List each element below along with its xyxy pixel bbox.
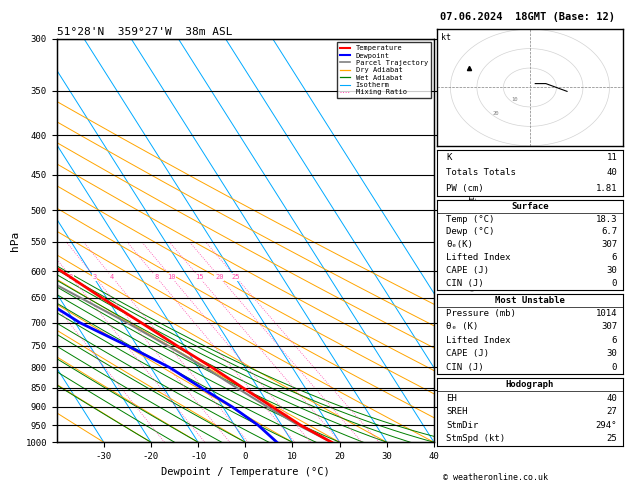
Text: 40: 40	[606, 168, 617, 177]
Text: Lifted Index: Lifted Index	[447, 253, 511, 262]
Text: Lifted Index: Lifted Index	[447, 336, 511, 345]
Text: 307: 307	[601, 240, 617, 249]
Text: 1014: 1014	[596, 309, 617, 318]
Text: CAPE (J): CAPE (J)	[447, 266, 489, 275]
Text: 30: 30	[606, 266, 617, 275]
Text: 0: 0	[612, 279, 617, 288]
Text: CIN (J): CIN (J)	[447, 363, 484, 372]
X-axis label: Dewpoint / Temperature (°C): Dewpoint / Temperature (°C)	[161, 467, 330, 477]
Text: θₑ(K): θₑ(K)	[447, 240, 473, 249]
Text: Hodograph: Hodograph	[506, 380, 554, 389]
Text: 18.3: 18.3	[596, 214, 617, 224]
Text: 3: 3	[92, 274, 97, 280]
Text: 1.81: 1.81	[596, 184, 617, 192]
Text: 20: 20	[215, 274, 224, 280]
Text: StmSpd (kt): StmSpd (kt)	[447, 434, 506, 443]
Text: 25: 25	[606, 434, 617, 443]
Text: CAPE (J): CAPE (J)	[447, 349, 489, 358]
Text: 307: 307	[601, 322, 617, 331]
Text: kt: kt	[441, 33, 451, 42]
Text: 11: 11	[606, 153, 617, 162]
Text: Dewp (°C): Dewp (°C)	[447, 227, 495, 236]
Text: 6.7: 6.7	[601, 227, 617, 236]
Y-axis label: hPa: hPa	[10, 230, 20, 251]
Text: Pressure (mb): Pressure (mb)	[447, 309, 516, 318]
Text: © weatheronline.co.uk: © weatheronline.co.uk	[443, 473, 548, 482]
Text: Surface: Surface	[511, 202, 548, 210]
Text: CIN (J): CIN (J)	[447, 279, 484, 288]
Text: Temp (°C): Temp (°C)	[447, 214, 495, 224]
Text: Most Unstable: Most Unstable	[495, 295, 565, 305]
Text: 10: 10	[167, 274, 175, 280]
Text: 6: 6	[612, 253, 617, 262]
Text: 294°: 294°	[596, 421, 617, 430]
Y-axis label: Mixing Ratio (g/kg): Mixing Ratio (g/kg)	[466, 190, 476, 292]
Text: StmDir: StmDir	[447, 421, 479, 430]
Text: 8: 8	[154, 274, 159, 280]
Text: 10: 10	[511, 97, 518, 102]
Text: 6: 6	[612, 336, 617, 345]
Text: PW (cm): PW (cm)	[447, 184, 484, 192]
Text: 30: 30	[606, 349, 617, 358]
Text: EH: EH	[447, 394, 457, 402]
Text: 25: 25	[231, 274, 240, 280]
Text: 15: 15	[195, 274, 203, 280]
Text: SREH: SREH	[447, 407, 468, 416]
Text: 0: 0	[612, 363, 617, 372]
Text: 4: 4	[110, 274, 114, 280]
Text: 51°28'N  359°27'W  38m ASL: 51°28'N 359°27'W 38m ASL	[57, 27, 232, 37]
Text: 2: 2	[69, 274, 73, 280]
Text: θₑ (K): θₑ (K)	[447, 322, 479, 331]
Text: K: K	[447, 153, 452, 162]
Text: 27: 27	[606, 407, 617, 416]
Text: 07.06.2024  18GMT (Base: 12): 07.06.2024 18GMT (Base: 12)	[440, 12, 615, 22]
Legend: Temperature, Dewpoint, Parcel Trajectory, Dry Adiabat, Wet Adiabat, Isotherm, Mi: Temperature, Dewpoint, Parcel Trajectory…	[337, 42, 430, 98]
Text: 40: 40	[606, 394, 617, 402]
Text: 20: 20	[493, 111, 499, 116]
Text: Totals Totals: Totals Totals	[447, 168, 516, 177]
